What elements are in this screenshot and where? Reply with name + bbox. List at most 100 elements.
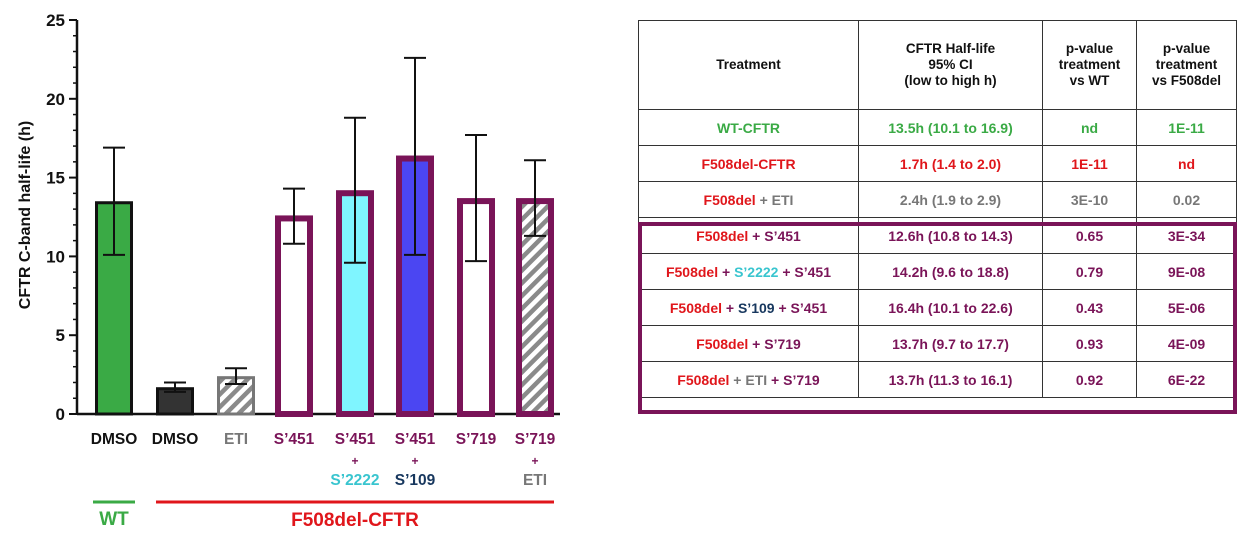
cell-halflife: 13.5h (10.1 to 16.9) [858, 109, 1043, 146]
treatment-segment: F508del-CFTR [701, 155, 796, 172]
treatment-segment: + [729, 371, 746, 388]
cell-halflife: 2.4h (1.9 to 2.9) [858, 181, 1043, 218]
header-halflife: CFTR Half-life 95% CI (low to high h) [858, 20, 1043, 110]
x-tick-label-secondary: S’2222 [330, 472, 379, 489]
cell-treatment: F508del + ETI + S’719 [638, 361, 859, 398]
cell-p-vs-f508del: 3E-34 [1136, 217, 1237, 254]
treatment-segment: + [755, 191, 772, 208]
treatment-segment: + [778, 263, 795, 280]
y-tick-label: 25 [46, 11, 65, 30]
treatment-segment: F508del [669, 299, 722, 316]
table-row: F508del + S’2222 + S’451 14.2h (9.6 to 18… [638, 253, 1237, 290]
y-tick-label: 15 [46, 169, 65, 188]
cell-treatment: F508del + ETI [638, 181, 859, 218]
x-tick-plus: + [411, 454, 418, 468]
table-row: F508del + S’109 + S’451 16.4h (10.1 to 22… [638, 289, 1237, 326]
table-header-row: Treatment CFTR Half-life 95% CI (low to … [638, 20, 1237, 110]
table-row: WT-CFTR 13.5h (10.1 to 16.9) nd 1E-11 [638, 109, 1237, 146]
cell-p-vs-wt: nd [1042, 109, 1137, 146]
cell-p-vs-f508del: 6E-22 [1136, 361, 1237, 398]
header-p-vs-f508del: p-value treatment vs F508del [1136, 20, 1237, 110]
cell-halflife: 14.2h (9.6 to 18.8) [858, 253, 1043, 290]
treatment-segment: + [748, 335, 765, 352]
x-tick-label: DMSO [91, 431, 138, 448]
cell-treatment: F508del + S’451 [638, 217, 859, 254]
treatment-segment: F508del [696, 227, 749, 244]
treatment-segment: F508del [703, 191, 756, 208]
treatment-segment: S’719 [783, 371, 820, 388]
header-treatment: Treatment [638, 20, 859, 110]
cell-halflife: 13.7h (9.7 to 17.7) [858, 325, 1043, 362]
cell-p-vs-wt: 0.92 [1042, 361, 1137, 398]
half-life-table: Treatment CFTR Half-life 95% CI (low to … [638, 20, 1237, 398]
cell-halflife: 16.4h (10.1 to 22.6) [858, 289, 1043, 326]
x-tick-label: S’451 [335, 431, 376, 448]
x-tick-label: ETI [224, 431, 248, 448]
group-f508del-label: F508del-CFTR [291, 510, 419, 531]
cell-p-vs-wt: 3E-10 [1042, 181, 1137, 218]
header-p-vs-wt: p-value treatment vs WT [1042, 20, 1137, 110]
y-tick-label: 20 [46, 90, 65, 109]
x-tick-plus: + [531, 454, 538, 468]
y-tick-label: 0 [56, 405, 65, 424]
treatment-segment: F508del [696, 335, 749, 352]
table-row: F508del + S’719 13.7h (9.7 to 17.7) 0.93 4E… [638, 325, 1237, 362]
cell-treatment: WT-CFTR [638, 109, 859, 146]
treatment-segment: F508del [677, 371, 730, 388]
treatment-segment: + [718, 263, 735, 280]
x-tick-label-secondary: ETI [523, 472, 547, 489]
cell-halflife: 12.6h (10.8 to 14.3) [858, 217, 1043, 254]
y-tick-label: 5 [56, 326, 65, 345]
treatment-segment: S’451 [794, 263, 832, 280]
bars [95, 56, 554, 417]
cell-p-vs-wt: 0.79 [1042, 253, 1137, 290]
treatment-segment: WT-CFTR [717, 119, 780, 136]
cell-p-vs-f508del: 4E-09 [1136, 325, 1237, 362]
group-f508del: F508del-CFTR [156, 500, 554, 531]
cell-p-vs-wt: 1E-11 [1042, 145, 1137, 182]
treatment-segment: + [748, 227, 765, 244]
treatment-segment: F508del [665, 263, 719, 280]
cell-p-vs-wt: 0.43 [1042, 289, 1137, 326]
treatment-segment: ETI [771, 191, 794, 208]
table-row: F508del + ETI 2.4h (1.9 to 2.9) 3E-10 0.02 [638, 181, 1237, 218]
cell-treatment: F508del + S’109 + S’451 [638, 289, 859, 326]
treatment-segment: + [722, 299, 738, 316]
cell-p-vs-f508del: 1E-11 [1136, 109, 1237, 146]
x-tick-label: S’719 [515, 431, 556, 448]
cell-treatment: F508del + S’719 [638, 325, 859, 362]
treatment-segment: S’109 [737, 299, 775, 316]
cell-p-vs-wt: 0.93 [1042, 325, 1137, 362]
x-tick-label-secondary: S’109 [395, 472, 436, 489]
x-tick-plus: + [351, 454, 358, 468]
treatment-segment: S’719 [764, 335, 801, 352]
treatment-segment: S’451 [790, 299, 828, 316]
x-tick-label: S’451 [274, 431, 315, 448]
cell-halflife: 1.7h (1.4 to 2.0) [858, 145, 1043, 182]
cell-p-vs-f508del: 5E-06 [1136, 289, 1237, 326]
cell-p-vs-wt: 0.65 [1042, 217, 1137, 254]
y-axis-label: CFTR C-band half-life (h) [17, 121, 34, 309]
cell-treatment: F508del + S’2222 + S’451 [638, 253, 859, 290]
treatment-segment: ETI [745, 371, 768, 388]
cell-treatment: F508del-CFTR [638, 145, 859, 182]
y-tick-label: 10 [46, 247, 65, 266]
cell-p-vs-f508del: 9E-08 [1136, 253, 1237, 290]
bar [457, 198, 495, 417]
table-row: F508del + S’451 12.6h (10.8 to 14.3) 0.65 3… [638, 217, 1237, 254]
table-row: F508del-CFTR 1.7h (1.4 to 2.0) 1E-11 nd [638, 145, 1237, 182]
cell-p-vs-f508del: 0.02 [1136, 181, 1237, 218]
cell-p-vs-f508del: nd [1136, 145, 1237, 182]
x-tick-label: S’719 [456, 431, 497, 448]
treatment-segment: + [774, 299, 791, 316]
group-wt-label: WT [99, 509, 129, 530]
group-wt: WT [93, 500, 135, 530]
x-tick-labels: DMSO DMSO ETI S’451 S’451 + S’2222 S’451 + S’109 S… [91, 431, 556, 489]
treatment-segment: S’2222 [734, 263, 779, 280]
bar-chart: CFTR C-band half-life (h) 0 5 10 15 20 25 DMS… [17, 11, 560, 531]
cell-halflife: 13.7h (11.3 to 16.1) [858, 361, 1043, 398]
bar [156, 387, 194, 416]
x-tick-label: S’451 [395, 431, 436, 448]
table-row: F508del + ETI + S’719 13.7h (11.3 to 16.1… [638, 361, 1237, 398]
treatment-segment: S’451 [764, 227, 801, 244]
